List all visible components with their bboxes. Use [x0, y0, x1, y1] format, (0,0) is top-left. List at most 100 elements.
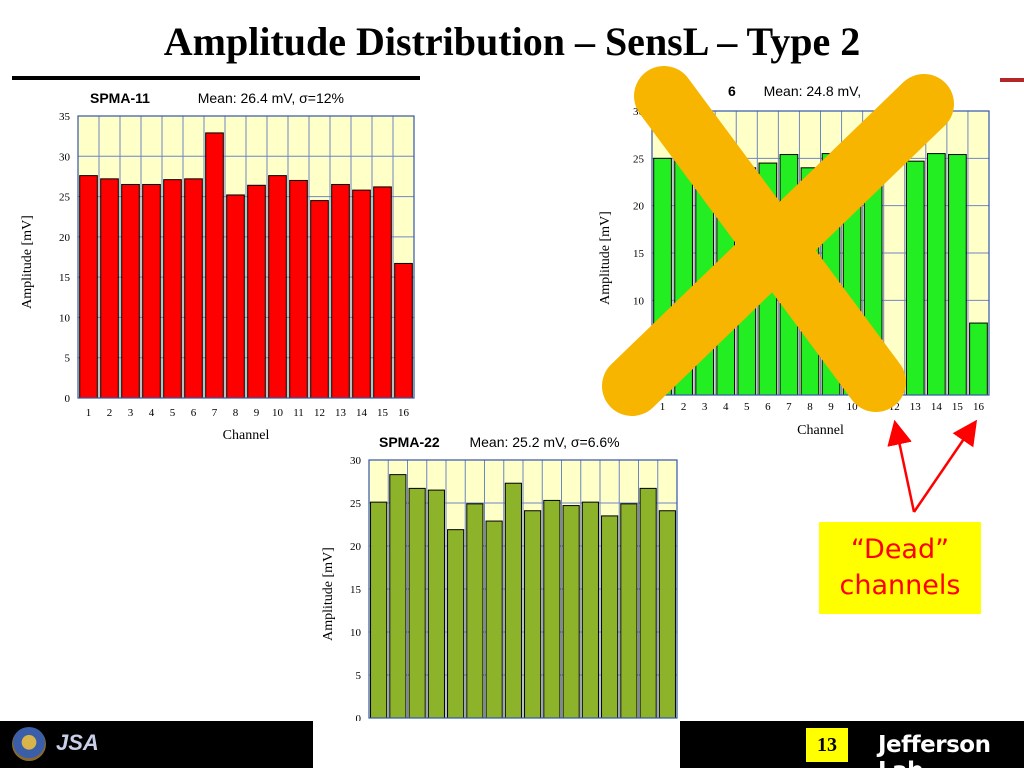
y-axis-title: Amplitude [mV]	[20, 215, 35, 309]
bar-channel-10	[543, 499, 561, 719]
bar-channel-14	[352, 189, 371, 399]
x-tick-label: 15	[377, 407, 389, 419]
x-tick-label: 14	[931, 401, 943, 413]
bar-channel-4	[427, 489, 445, 719]
x-tick-label: 4	[149, 407, 155, 419]
x-tick-label: 10	[847, 401, 859, 413]
y-tick-label: 0	[65, 393, 71, 405]
bar-channel-8	[504, 482, 522, 719]
x-tick-label: 2	[681, 401, 687, 413]
bar-channel-11	[562, 505, 580, 719]
x-tick-label: 6	[191, 407, 197, 419]
bar-channel-14	[620, 503, 638, 719]
x-tick-label: 16	[973, 401, 985, 413]
x-tick-label: 14	[356, 407, 368, 419]
bar-channel-16	[658, 510, 676, 719]
y-tick-label: 10	[350, 627, 362, 639]
bar-channel-6	[184, 178, 203, 399]
x-axis-title: Channel	[223, 428, 270, 443]
y-tick-label: 15	[350, 584, 362, 596]
slide-title: Amplitude Distribution – SensL – Type 2	[163, 19, 861, 64]
y-tick-label: 15	[633, 248, 645, 260]
title-accent-bar	[990, 78, 1024, 82]
y-tick-label: 25	[350, 498, 362, 510]
bar-channel-13	[601, 515, 619, 719]
x-tick-label: 7	[786, 401, 792, 413]
y-tick-label: 30	[350, 455, 362, 467]
x-tick-label: 1	[86, 407, 92, 419]
bar-channel-12	[310, 200, 329, 399]
bar-channel-15	[373, 186, 392, 399]
y-tick-label: 15	[59, 272, 71, 284]
x-tick-label: 9	[254, 407, 260, 419]
x-axis-title: Channel	[797, 423, 844, 438]
arrow-channel-16	[912, 420, 978, 513]
bar-channel-6	[466, 503, 484, 719]
footer-center-panel	[313, 721, 680, 768]
y-tick-label: 5	[65, 353, 71, 365]
chart-spma16-title: 6	[728, 83, 736, 99]
jsa-logo: JSA	[56, 730, 99, 755]
title-underline	[12, 76, 420, 80]
chart-spma11-stats: Mean: 26.4 mV, σ=12%	[197, 90, 344, 106]
bar-channel-1	[370, 501, 388, 719]
y-tick-label: 35	[59, 111, 71, 123]
x-tick-label: 8	[807, 401, 813, 413]
x-tick-label: 11	[293, 407, 304, 419]
plot-frame	[651, 110, 990, 396]
x-tick-label: 1	[660, 401, 666, 413]
x-tick-label: 3	[128, 407, 134, 419]
x-tick-label: 8	[233, 407, 239, 419]
x-tick-label: 12	[889, 401, 900, 413]
chart-spma22-stats: Mean: 25.2 mV, σ=6.6%	[469, 434, 620, 450]
bar-channel-9	[524, 510, 542, 719]
bar-channel-5	[447, 529, 465, 719]
y-tick-label: 25	[633, 153, 645, 165]
y-axis-title: Amplitude [mV]	[598, 211, 613, 305]
bar-channel-12	[581, 501, 599, 719]
bar-channel-3	[121, 183, 140, 399]
y-tick-label: 25	[59, 192, 71, 204]
plot-frame	[368, 459, 678, 719]
y-tick-label: 20	[59, 232, 71, 244]
cross-out-mark	[602, 66, 954, 416]
x-tick-label: 7	[212, 407, 218, 419]
x-tick-label: 13	[910, 401, 922, 413]
bar-channel-13	[331, 183, 350, 399]
page-number: 13	[806, 728, 848, 762]
y-axis-title: Amplitude [mV]	[321, 547, 336, 641]
y-tick-label: 10	[59, 312, 71, 324]
y-tick-label: 20	[633, 201, 645, 213]
dead-channel-arrows	[887, 420, 978, 513]
x-tick-label: 3	[702, 401, 708, 413]
x-tick-label: 6	[765, 401, 771, 413]
bar-channel-11	[289, 179, 308, 399]
bar-channel-8	[226, 194, 245, 399]
bar-channel-16	[394, 262, 413, 399]
arrow-channel-12	[887, 420, 916, 513]
x-tick-label: 9	[828, 401, 834, 413]
doe-seal-icon	[12, 727, 46, 761]
x-tick-label: 15	[952, 401, 964, 413]
y-tick-label: 0	[356, 713, 362, 725]
chart-spma11: SPMA-11 Mean: 26.4 mV, σ=12% 0 5 10 15 20 25 3…	[16, 84, 420, 444]
y-tick-label: 20	[350, 541, 362, 553]
bar-channel-2	[100, 178, 119, 399]
x-tick-label: 10	[272, 407, 284, 419]
bar-channel-3	[408, 487, 426, 719]
callout-line-1: “Dead”	[850, 534, 950, 565]
x-tick-label: 16	[398, 407, 410, 419]
plot-frame	[77, 115, 415, 399]
x-tick-label: 5	[170, 407, 176, 419]
x-tick-label: 4	[723, 401, 729, 413]
x-tick-label: 12	[314, 407, 325, 419]
chart-spma11-title: SPMA-11	[90, 90, 150, 106]
bar-channel-1	[79, 175, 98, 399]
x-tick-label: 2	[107, 407, 113, 419]
chart-spma16-stats: Mean: 24.8 mV,	[763, 83, 862, 99]
bar-channel-7	[205, 132, 224, 399]
bar-channel-9	[247, 184, 266, 399]
x-tick-label: 13	[335, 407, 347, 419]
bar-channel-7	[485, 520, 503, 719]
